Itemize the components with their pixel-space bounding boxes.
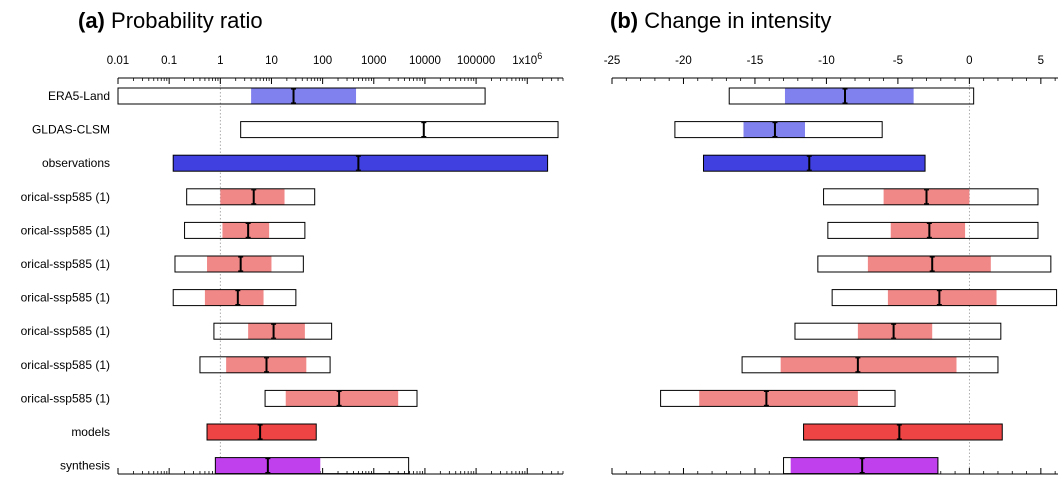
natural-variability-bar [887,289,997,306]
x-tick-label-text: 0 [966,55,972,67]
ci-bar-outline [172,289,297,307]
panel-b-plot: -25 -20 -15 -10 -5 0 5 [604,55,1058,475]
row-label: orical-ssp585 (1) [21,324,110,338]
x-tick-label-text: -25 [604,55,621,67]
ci-bar-outline [783,457,939,475]
x-tick-label: 0.01 [107,55,129,67]
x-tick-label: 0.1 [161,55,177,67]
x-tick-label-text: 100 [313,55,332,67]
row-label: GLDAS-CLSM [32,123,110,137]
x-tick-label: -5 [893,55,903,67]
natural-variability-bar [890,222,966,239]
x-tick-label-text: 10 [265,55,278,67]
ci-bar-outline [823,188,1039,206]
x-tick-label: 5 [1038,55,1044,67]
natural-variability-bar [248,323,305,340]
x-tick-label: 1x106 [512,51,542,67]
ci-bar-outline [240,121,559,139]
x-tick-label-text: 0.01 [107,55,129,67]
x-tick-label: 1000 [361,55,387,67]
ci-bar-outline [794,322,1002,340]
row-label: observations [42,156,110,170]
natural-variability-bar [790,457,938,474]
natural-variability-bar [251,88,357,104]
row-label: orical-ssp585 (1) [21,190,110,204]
x-tick-label-text: 1 [217,55,223,67]
natural-variability-bar [699,390,858,407]
panel-b-title: (b) Change in intensity [610,8,831,33]
row-label: orical-ssp585 (1) [21,358,110,372]
x-tick-label-text: 10000 [409,55,441,67]
ci-bar-outline [174,255,304,273]
panel-a-plot: 0.01 0.1 1 10 100 1000 10000 100000 1x106 ERA5-La… [21,51,564,475]
ci-bar-outline [214,457,410,475]
panel-b-letter: (b) [610,8,638,33]
ci-bar-outline [831,289,1058,307]
ci-bar-filled [206,423,317,441]
ci-bar-filled [803,423,1003,441]
x-tick-label: -25 [604,55,621,67]
row-label: orical-ssp585 (1) [21,223,110,237]
ci-bar-outline [728,87,975,105]
row-label: orical-ssp585 (1) [21,391,110,405]
x-tick-label-text: 5 [1038,55,1044,67]
ci-bar-outline [741,356,999,374]
ci-bar-filled [702,154,926,172]
panel-a-title-text: Probability ratio [111,8,263,33]
ci-bar-outline [817,255,1052,273]
ci-bar-outline [213,322,333,340]
x-tick-label: 100000 [457,55,495,67]
x-tick-label: 10000 [409,55,441,67]
x-tick-label: 100 [313,55,332,67]
ci-bar-outline [264,389,418,407]
x-tick-label: -10 [818,55,835,67]
x-tick-label-text: -15 [747,55,764,67]
ci-bar-outline [117,87,486,105]
row-label: orical-ssp585 (1) [21,291,110,305]
natural-variability-bar [285,390,399,407]
panel-a-letter: (a) [78,8,105,33]
row-label: synthesis [60,459,110,473]
natural-variability-bar [857,323,933,340]
natural-variability-bar [220,188,285,205]
x-tick-label-superscript: 6 [537,51,542,61]
natural-variability-bar [784,88,914,104]
natural-variability-bar [207,256,272,272]
x-tick-label: 10 [265,55,278,67]
natural-variability-bar [204,289,264,306]
panel-b-title-text: Change in intensity [644,8,831,33]
x-tick-label-text: 0.1 [161,55,177,67]
x-tick-label-text: 1000 [361,55,387,67]
ci-bar-outline [184,221,306,239]
ci-bar-outline [660,389,896,407]
x-tick-label: -20 [675,55,692,67]
natural-variability-bar [222,222,270,239]
x-tick-label: 1 [217,55,223,67]
x-tick-label-text: -5 [893,55,903,67]
ci-bar-outline [674,121,883,139]
x-tick-label-text: -10 [818,55,835,67]
row-label: ERA5-Land [48,89,110,103]
natural-variability-bar [780,356,957,373]
x-tick-label-text: -20 [675,55,692,67]
panel-a-title: (a) Probability ratio [78,8,263,33]
ci-bar-outline [827,221,1039,239]
ci-bar-outline [199,356,331,374]
x-tick-label-text: 100000 [457,55,495,67]
x-tick-label-text: 1x10 [512,55,537,67]
natural-variability-bar [867,256,991,272]
ci-bar-outline [186,188,316,206]
x-tick-label: 0 [966,55,972,67]
ci-bar-filled [172,154,549,172]
row-label: models [71,425,110,439]
x-tick-label: -15 [747,55,764,67]
row-label: orical-ssp585 (1) [21,257,110,271]
